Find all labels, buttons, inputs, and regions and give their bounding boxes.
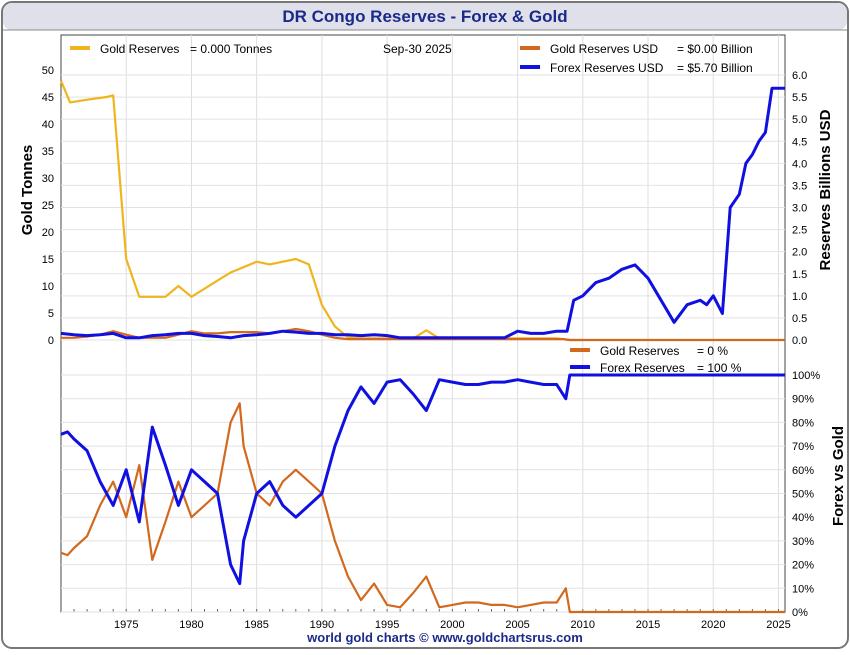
bottom-forex-reserves-line [60, 373, 785, 586]
x-tick-label: 2025 [766, 619, 790, 631]
percent-tick-label: 90% [792, 394, 814, 406]
legend-forex-usd-label: Forex Reserves USD [550, 61, 664, 75]
right-tick-label: 5.0 [792, 114, 807, 126]
legend-pct-forex-label: Forex Reserves [600, 361, 685, 375]
chart-title: DR Congo Reserves - Forex & Gold [282, 7, 567, 26]
axis-tick-labels: 1975 1980 1985 1990 1995 2000 2005 2010 2015 2020… [42, 65, 821, 631]
legend-pct-gold-value: = 0 % [697, 344, 728, 358]
right-tick-label: 4.0 [792, 158, 807, 170]
legend-gold-label: Gold Reserves [100, 42, 179, 56]
x-tick-label: 2020 [701, 619, 725, 631]
percent-tick-label: 30% [792, 536, 814, 548]
x-tick-label: 1995 [375, 619, 399, 631]
right-tick-label: 6.0 [792, 70, 807, 82]
left-tick-label: 15 [42, 254, 54, 266]
right-tick-label: 1.5 [792, 269, 807, 281]
percent-tick-label: 80% [792, 417, 814, 429]
left-tick-label: 0 [48, 335, 54, 347]
title-bar [3, 3, 847, 30]
legend-gold-usd-value: = $0.00 Billion [677, 42, 753, 56]
legend-pct-forex-value: = 100 % [697, 361, 742, 375]
x-tick-label: 2015 [636, 619, 660, 631]
x-tick-label: 1985 [244, 619, 268, 631]
bottom-series-group [60, 373, 785, 614]
percent-tick-label: 70% [792, 441, 814, 453]
x-tick-label: 2005 [505, 619, 529, 631]
top-right-axis-label: Reserves Billions USD [817, 109, 834, 270]
left-tick-label: 50 [42, 65, 54, 77]
footer-credit: world gold charts © www.goldchartsrus.co… [306, 630, 583, 645]
percent-tick-label: 40% [792, 512, 814, 524]
right-tick-label: 2.5 [792, 225, 807, 237]
x-tick-label: 2000 [440, 619, 464, 631]
x-tick-label: 2010 [571, 619, 595, 631]
left-tick-label: 5 [48, 308, 54, 320]
x-tick-label: 1975 [114, 619, 138, 631]
legend-forex-usd-value: = $5.70 Billion [677, 61, 753, 75]
percent-tick-label: 20% [792, 560, 814, 572]
percent-tick-label: 100% [792, 370, 820, 382]
right-tick-label: 3.0 [792, 203, 807, 215]
right-tick-label: 4.5 [792, 136, 807, 148]
bottom-plot-area [60, 339, 786, 613]
percent-tick-label: 60% [792, 465, 814, 477]
right-tick-label: 3.5 [792, 180, 807, 192]
top-series-group [59, 80, 785, 342]
legend-gold-value: = 0.000 Tonnes [190, 42, 272, 56]
right-tick-label: 5.5 [792, 92, 807, 104]
top-forex-reserves-usd-line [60, 86, 785, 340]
right-tick-label: 0.0 [792, 335, 807, 347]
left-tick-label: 10 [42, 281, 54, 293]
left-tick-label: 35 [42, 146, 54, 158]
right-tick-label: 2.0 [792, 247, 807, 259]
bottom-gold-reserves-line [60, 402, 785, 614]
left-tick-label: 25 [42, 200, 54, 212]
right-tick-label: 0.5 [792, 313, 807, 325]
bottom-right-axis-label: Forex vs Gold [830, 426, 847, 526]
percent-tick-label: 50% [792, 489, 814, 501]
top-legend: Gold Reserves = 0.000 Tonnes Sep-30 2025… [70, 42, 753, 75]
legend-pct-gold-label: Gold Reserves [600, 344, 679, 358]
date-label: Sep-30 2025 [383, 42, 452, 56]
percent-tick-label: 0% [792, 607, 808, 619]
left-tick-label: 40 [42, 119, 54, 131]
left-tick-label: 30 [42, 173, 54, 185]
right-tick-label: 1.0 [792, 291, 807, 303]
x-tick-label: 1980 [179, 619, 203, 631]
top-left-axis-label: Gold Tonnes [19, 145, 36, 236]
bottom-legend: Gold Reserves = 0 % Forex Reserves = 100… [570, 344, 742, 375]
percent-tick-label: 10% [792, 583, 814, 595]
left-tick-label: 20 [42, 227, 54, 239]
x-tick-label: 1990 [310, 619, 334, 631]
left-tick-label: 45 [42, 92, 54, 104]
legend-gold-usd-label: Gold Reserves USD [550, 42, 658, 56]
